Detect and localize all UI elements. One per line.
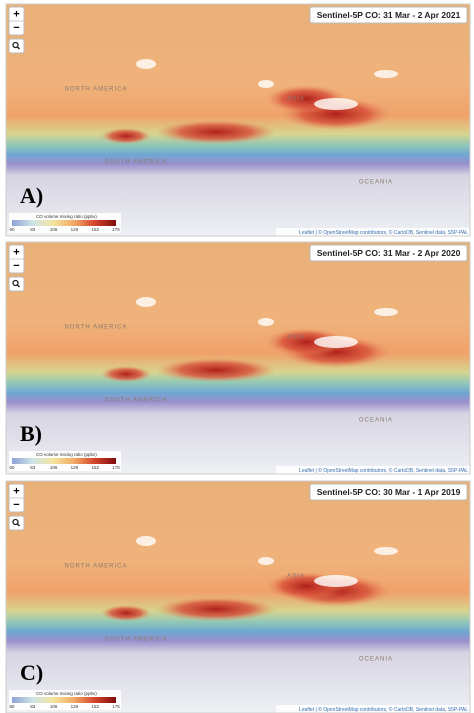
map-label: OCEANIA [359, 180, 393, 186]
map-label: ASIA [287, 335, 305, 341]
legend-tick: 83 [30, 227, 36, 232]
cloud-gap [314, 575, 358, 587]
map-label: SOUTH AMERICA [105, 637, 168, 643]
legend-title: CO volume mixing ratio (ppbv) [36, 452, 97, 457]
attribution[interactable]: Leaflet | © OpenStreetMap contributors, … [299, 467, 468, 474]
cloud-gap [374, 70, 398, 78]
map-background [6, 481, 470, 713]
panel-border [5, 480, 471, 713]
search-handle [16, 284, 21, 288]
attribution-box [276, 466, 470, 474]
zoom-in[interactable]: + [13, 8, 19, 20]
search-icon [12, 279, 19, 287]
attribution[interactable]: Leaflet | © OpenStreetMap contributors, … [299, 706, 468, 713]
zoom-out[interactable]: − [13, 499, 19, 511]
legend-tick: 106 [50, 227, 58, 232]
co-hotspot [156, 358, 276, 382]
search-icon [12, 41, 19, 49]
map-panel: NORTH AMERICA SOUTH AMERICA ASIA OCEANIA + − S… [5, 480, 471, 713]
panel-label: A) [20, 183, 43, 208]
cloud-gap [136, 297, 156, 307]
legend-tick: 106 [50, 465, 58, 470]
co-hotspot [101, 605, 151, 621]
panel-title: Sentinel-5P CO: 30 Mar - 1 Apr 2019 [317, 487, 461, 497]
legend-tick: 175 [112, 227, 120, 232]
legend-tick: 129 [71, 227, 79, 232]
cloud-gap [258, 557, 274, 565]
map-label: OCEANIA [359, 418, 393, 424]
zoom-in[interactable]: + [13, 485, 19, 497]
legend-tick: 175 [112, 465, 120, 470]
colorbar [12, 697, 116, 703]
panel-label: C) [20, 660, 43, 685]
cloud-gap [136, 59, 156, 69]
legend-tick: 83 [30, 704, 36, 709]
cloud-gap [136, 536, 156, 546]
search-button[interactable] [8, 38, 25, 54]
legend-tick: 152 [91, 704, 99, 709]
cloud-gap [374, 308, 398, 316]
co-hotspot [156, 120, 276, 144]
legend-tick: 152 [91, 465, 99, 470]
map-label: SOUTH AMERICA [105, 398, 168, 404]
legend-tick: 60 [9, 227, 15, 232]
panel-title: Sentinel-5P CO: 31 Mar - 2 Apr 2020 [317, 248, 461, 258]
cloud-gap [314, 98, 358, 110]
colorbar [12, 220, 116, 226]
co-hotspot [266, 328, 346, 356]
attribution-box [276, 705, 470, 713]
legend-title: CO volume mixing ratio (ppbv) [36, 691, 97, 696]
map-panel: NORTH AMERICA SOUTH AMERICA ASIA OCEANIA + − S… [5, 3, 471, 237]
panel-border [5, 241, 471, 475]
legend-tick: 106 [50, 704, 58, 709]
map-background [6, 242, 470, 474]
map-label: NORTH AMERICA [65, 325, 128, 331]
colorbar [12, 458, 116, 464]
co-hotspot [101, 128, 151, 144]
map-label: NORTH AMERICA [65, 564, 128, 570]
search-box [8, 515, 25, 531]
cloud-gap [258, 318, 274, 326]
panel-label: B) [20, 421, 42, 446]
attribution[interactable]: Leaflet | © OpenStreetMap contributors, … [299, 229, 468, 236]
search-handle [16, 46, 21, 50]
legend-tick: 129 [71, 704, 79, 709]
map-label: SOUTH AMERICA [105, 160, 168, 166]
search-button[interactable] [8, 276, 25, 292]
title-box [309, 6, 468, 24]
co-hotspot [156, 597, 276, 621]
attribution-box [276, 228, 470, 236]
panel-border [5, 3, 471, 237]
legend-tick: 152 [91, 227, 99, 232]
title-box [309, 244, 468, 262]
legend-tick: 60 [9, 704, 15, 709]
title-box [309, 483, 468, 501]
legend-tick: 129 [71, 465, 79, 470]
cloud-gap [258, 80, 274, 88]
search-button[interactable] [8, 515, 25, 531]
legend-tick: 83 [30, 465, 36, 470]
cloud-gap [314, 336, 358, 348]
map-label: ASIA [287, 574, 305, 580]
legend-tick: 60 [9, 465, 15, 470]
legend-title: CO volume mixing ratio (ppbv) [36, 214, 97, 219]
cloud-gap [374, 547, 398, 555]
search-handle [16, 523, 21, 527]
panel-title: Sentinel-5P CO: 31 Mar - 2 Apr 2021 [317, 10, 461, 20]
zoom-out[interactable]: − [13, 22, 19, 34]
search-icon [12, 518, 19, 526]
map-label: OCEANIA [359, 657, 393, 663]
zoom-out[interactable]: − [13, 260, 19, 272]
zoom-in[interactable]: + [13, 246, 19, 258]
legend-tick: 175 [112, 704, 120, 709]
map-label: NORTH AMERICA [65, 87, 128, 93]
map-background [6, 4, 470, 236]
map-label: ASIA [287, 97, 305, 103]
search-box [8, 38, 25, 54]
map-panel: NORTH AMERICA SOUTH AMERICA ASIA OCEANIA + − S… [5, 241, 471, 475]
search-box [8, 276, 25, 292]
co-hotspot [101, 366, 151, 382]
